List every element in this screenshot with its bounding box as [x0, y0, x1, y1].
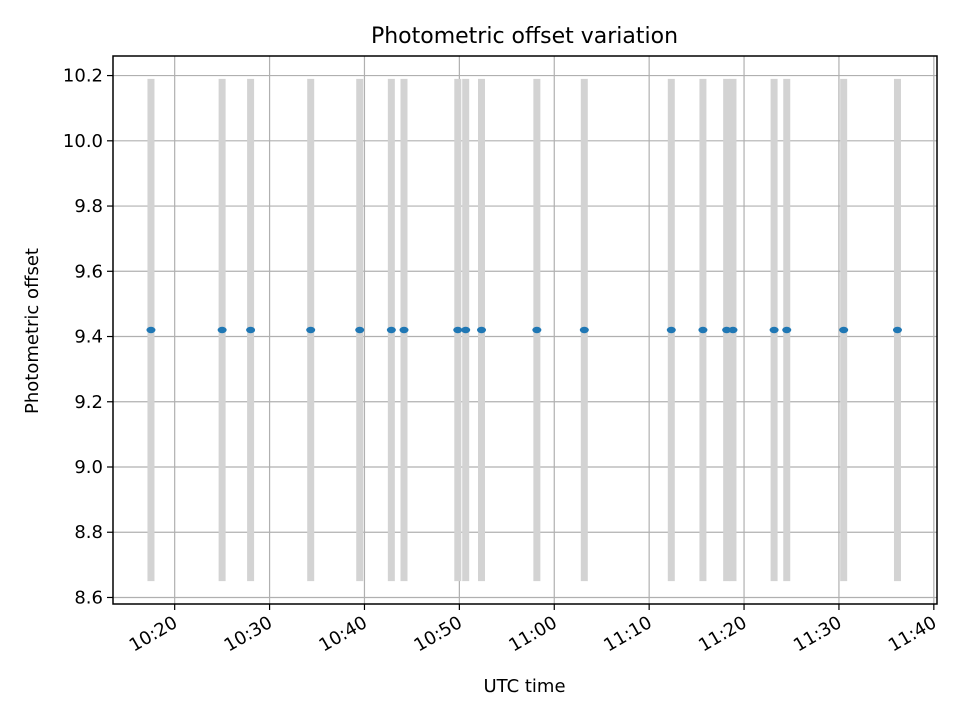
data-point: [399, 326, 409, 334]
data-point: [477, 326, 487, 334]
data-point: [453, 326, 463, 334]
y-tick-label: 9.6: [74, 261, 103, 282]
data-point: [892, 326, 902, 334]
data-point: [782, 326, 792, 334]
y-tick-label: 10.0: [63, 131, 103, 152]
y-tick-label: 9.4: [74, 327, 103, 348]
y-tick-label: 9.2: [74, 392, 103, 413]
data-point: [769, 326, 779, 334]
chart-title: Photometric offset variation: [371, 24, 678, 49]
data-point: [246, 326, 256, 334]
x-axis-label: UTC time: [483, 676, 565, 697]
data-point: [461, 326, 471, 334]
data-point: [698, 326, 708, 334]
data-points: [146, 326, 902, 334]
grid: [113, 56, 937, 604]
y-tick-label: 8.6: [74, 587, 103, 608]
data-point: [355, 326, 365, 334]
data-point: [306, 326, 316, 334]
y-tick-label: 10.2: [63, 66, 103, 87]
y-axis-ticks: 8.6 8.8 9.0 9.2 9.4 9.6 9.8 10.0 10.2: [63, 66, 113, 608]
data-point: [386, 326, 396, 334]
plot-area-frame: [112, 55, 938, 605]
data-point: [146, 326, 156, 334]
data-point: [666, 326, 676, 334]
data-point: [217, 326, 227, 334]
y-tick-label: 9.0: [74, 457, 103, 478]
y-axis-label: Photometric offset: [22, 248, 43, 414]
data-point: [579, 326, 589, 334]
data-point: [532, 326, 542, 334]
data-point: [722, 326, 732, 334]
data-point: [839, 326, 849, 334]
data-point: [728, 326, 738, 334]
y-tick-label: 9.8: [74, 196, 103, 217]
y-tick-label: 8.8: [74, 522, 103, 543]
